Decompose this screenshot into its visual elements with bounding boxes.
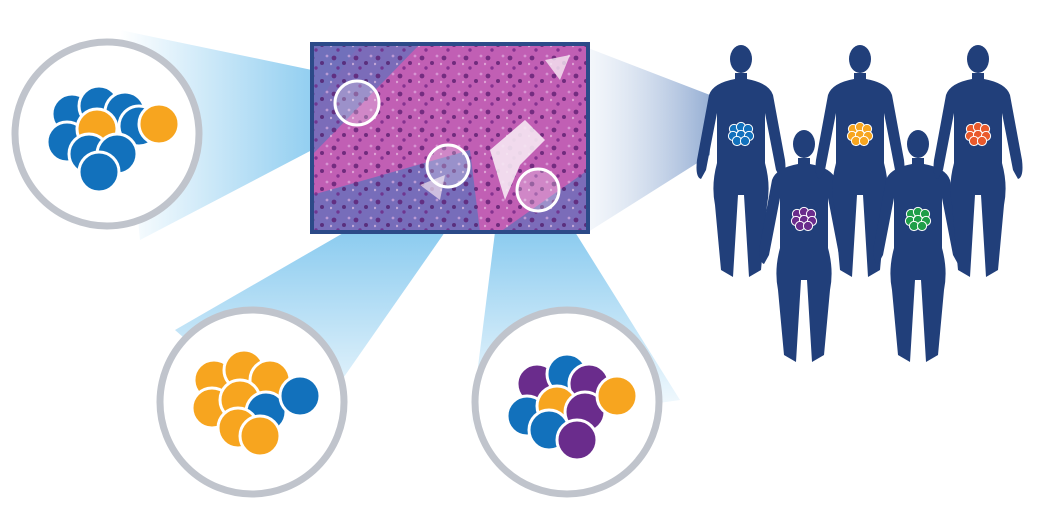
cell-cluster <box>45 84 181 194</box>
tumor-cell <box>802 220 814 232</box>
tumor-cell <box>858 135 870 147</box>
person-body <box>873 158 963 362</box>
tissue-slide <box>310 42 590 234</box>
tumor-cell <box>916 220 928 232</box>
person-1 <box>696 45 786 277</box>
tumor-cell <box>976 135 988 147</box>
person-3 <box>815 45 905 277</box>
cell-purple <box>555 418 599 462</box>
person-head <box>907 130 929 158</box>
cell-cluster <box>505 352 639 462</box>
cell-cluster <box>190 348 322 458</box>
cell-orange <box>137 102 181 146</box>
person-head <box>967 45 989 73</box>
patient-group <box>696 45 1023 362</box>
person-body <box>759 158 849 362</box>
person-head <box>730 45 752 73</box>
tumor-cluster-orange <box>846 121 874 147</box>
person-4 <box>873 130 963 362</box>
cell-orange <box>238 414 282 458</box>
person-5 <box>933 45 1023 277</box>
person-body <box>696 73 786 277</box>
sample-region-2 <box>425 143 471 189</box>
sample-region-3 <box>515 167 561 213</box>
person-body <box>933 73 1023 277</box>
cell-blue <box>77 150 121 194</box>
tumor-cluster-blue <box>727 121 755 147</box>
sample-region-1 <box>333 79 381 127</box>
person-head <box>793 130 815 158</box>
zoom-circle-left <box>11 38 203 230</box>
person-2 <box>759 130 849 362</box>
beam-right <box>588 48 710 232</box>
tumor-cluster-green <box>904 206 932 232</box>
zoom-circle-bottom-right <box>471 306 663 498</box>
tumor-cluster-purple <box>790 206 818 232</box>
tumor-cluster-red <box>964 121 992 147</box>
tumor-cell <box>739 135 751 147</box>
cell-orange <box>595 374 639 418</box>
zoom-circle-bottom-left <box>156 306 348 498</box>
person-head <box>849 45 871 73</box>
cell-blue <box>278 374 322 418</box>
